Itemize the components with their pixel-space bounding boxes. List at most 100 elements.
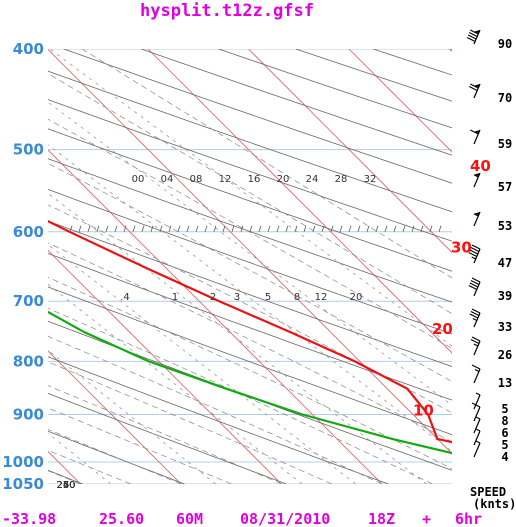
chart-title: hysplit.t12z.gfsf bbox=[140, 1, 314, 21]
wind-barb-700 bbox=[468, 277, 481, 297]
moist-adiabat-40 bbox=[81, 49, 452, 279]
wind-speed-value-650: 47 bbox=[498, 256, 512, 270]
isotherm--20 bbox=[48, 350, 182, 484]
hatch-mark bbox=[240, 225, 244, 232]
wind-speed-value-1000: 4 bbox=[501, 450, 508, 464]
hatch-mark bbox=[321, 225, 325, 232]
wind-barb-750 bbox=[469, 308, 481, 328]
mixing-ratio-line-20 bbox=[49, 49, 452, 347]
temperature-tick-right-10: 10 bbox=[413, 402, 434, 420]
dry-adiabat-320 bbox=[48, 188, 452, 335]
dry-adiabat-260 bbox=[48, 392, 287, 484]
mixing-ratio-label-upper: 12 bbox=[219, 174, 232, 185]
dry-adiabat-290 bbox=[48, 286, 452, 436]
wind-barb-850 bbox=[471, 364, 481, 384]
hatched-level-marker bbox=[69, 225, 442, 232]
hatch-mark bbox=[366, 225, 370, 232]
wind-speed-legend-title: SPEED bbox=[470, 485, 506, 499]
isotherm--10 bbox=[48, 249, 282, 484]
hatch-mark bbox=[357, 225, 361, 232]
dry-adiabat-270 bbox=[48, 356, 389, 484]
moist-adiabat-0 bbox=[48, 335, 383, 484]
moist-adiabat-25 bbox=[48, 162, 452, 382]
mixing-ratio-label-upper: 08 bbox=[190, 174, 203, 185]
dry-adiabat-label-260: 260 bbox=[56, 480, 75, 491]
hatch-mark bbox=[303, 225, 307, 232]
dry-adiabat-350 bbox=[48, 99, 452, 242]
hatch-mark bbox=[141, 225, 145, 232]
dry-adiabat-390 bbox=[218, 49, 452, 129]
dry-adiabat-410 bbox=[373, 49, 452, 76]
temperature-tick-right-20: 20 bbox=[432, 320, 453, 338]
mixing-ratio-label-lower: 20 bbox=[350, 292, 363, 303]
moist-adiabat--5 bbox=[48, 361, 332, 484]
wind-speed-value-700: 39 bbox=[498, 289, 512, 303]
wind-speed-value-900: 5 bbox=[501, 402, 508, 416]
hatch-mark bbox=[231, 225, 235, 232]
dry-adiabat-370 bbox=[63, 49, 452, 184]
isotherm-0 bbox=[48, 149, 383, 484]
wind-speed-value-950: 6 bbox=[501, 426, 508, 440]
hatch-mark bbox=[384, 225, 388, 232]
mixing-ratio-label-lower: .4 bbox=[120, 292, 130, 303]
isotherm-20 bbox=[147, 49, 452, 354]
wind-barb-550 bbox=[473, 172, 481, 188]
pressure-tick-1050: 1050 bbox=[2, 475, 44, 493]
wind-speed-value-600: 53 bbox=[498, 219, 512, 233]
hatch-mark bbox=[339, 225, 343, 232]
wind-barb-975 bbox=[473, 428, 481, 446]
mixing-ratio-label-upper: 24 bbox=[306, 174, 319, 185]
isotherm-10 bbox=[48, 49, 452, 455]
mixing-ratio-label-upper: 32 bbox=[364, 174, 377, 185]
pressure-tick-400: 400 bbox=[13, 40, 44, 58]
wind-barb-1000 bbox=[473, 440, 481, 458]
wind-barb-450 bbox=[468, 83, 481, 99]
isotherm-40 bbox=[348, 49, 452, 153]
dry-adiabat-300 bbox=[48, 253, 452, 401]
hatch-mark bbox=[411, 225, 415, 232]
hatch-mark bbox=[168, 225, 172, 232]
hatch-mark bbox=[114, 225, 118, 232]
hatch-mark bbox=[285, 225, 289, 232]
moist-adiabat-20 bbox=[48, 204, 452, 414]
pressure-tick-500: 500 bbox=[13, 141, 44, 159]
wind-barb-650 bbox=[468, 244, 481, 264]
wind-barb-925 bbox=[471, 402, 481, 422]
wind-speed-value-800: 26 bbox=[498, 348, 512, 362]
hatch-mark bbox=[186, 225, 190, 232]
hatch-mark bbox=[375, 225, 379, 232]
dry-adiabat-250 bbox=[48, 430, 185, 484]
temperature-profile-line bbox=[48, 219, 452, 444]
pressure-tick-800: 800 bbox=[13, 352, 44, 370]
footer-date: 08/31/2010 bbox=[240, 510, 330, 527]
temperature-tick-right-30: 30 bbox=[451, 239, 472, 257]
hatch-mark bbox=[123, 225, 127, 232]
hatch-mark bbox=[78, 225, 82, 232]
mixing-ratio-label-upper: 16 bbox=[248, 174, 261, 185]
hatch-mark bbox=[348, 225, 352, 232]
wind-barb-900 bbox=[473, 392, 481, 410]
dry-adiabat-380 bbox=[141, 49, 452, 156]
hatch-mark bbox=[294, 225, 298, 232]
hatch-mark bbox=[150, 225, 154, 232]
wind-speed-value-925: 8 bbox=[501, 414, 508, 428]
mixing-ratio-label-lower: 1 bbox=[172, 292, 178, 303]
hatch-mark bbox=[330, 225, 334, 232]
wind-speed-value-850: 13 bbox=[498, 376, 512, 390]
dry-adiabat-label-240: 240 bbox=[56, 480, 75, 491]
dry-adiabat-label-270: 270 bbox=[56, 480, 75, 491]
mixing-ratio-label-lower: 3 bbox=[234, 292, 240, 303]
wind-speed-value-400: 90 bbox=[498, 37, 512, 51]
dry-adiabat-310 bbox=[48, 220, 452, 367]
hatch-mark bbox=[159, 225, 163, 232]
dry-adiabats bbox=[48, 49, 452, 484]
right-temperature-labels: 10 20 30 40 bbox=[413, 157, 491, 420]
mixing-ratio-label-lower: 5 bbox=[265, 292, 271, 303]
moist-adiabat-35 bbox=[48, 73, 452, 315]
hatch-mark bbox=[177, 225, 181, 232]
hatch-mark bbox=[87, 225, 91, 232]
hatch-mark bbox=[420, 225, 424, 232]
dry-adiabat-280 bbox=[48, 320, 452, 471]
hatch-mark bbox=[276, 225, 280, 232]
